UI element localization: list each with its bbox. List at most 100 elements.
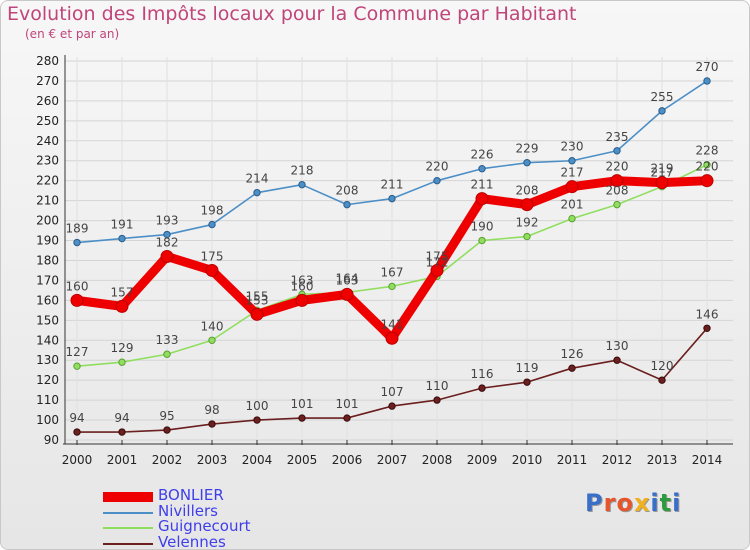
data-point-bonlier[interactable] bbox=[385, 331, 399, 345]
data-point-velennes[interactable] bbox=[388, 402, 396, 410]
data-label-bonlier: 175 bbox=[201, 249, 224, 263]
data-point-velennes[interactable] bbox=[73, 428, 81, 436]
data-point-guignecourt[interactable] bbox=[73, 362, 81, 370]
data-point-nivillers[interactable] bbox=[433, 176, 441, 185]
data-point-guignecourt[interactable] bbox=[568, 214, 576, 223]
data-point-velennes[interactable] bbox=[118, 428, 126, 436]
data-point-guignecourt[interactable] bbox=[388, 282, 396, 291]
data-point-nivillers[interactable] bbox=[253, 188, 261, 197]
x-tick-label: 2000 bbox=[62, 453, 93, 467]
data-label-bonlier: 175 bbox=[426, 249, 449, 263]
data-label-nivillers: 218 bbox=[291, 164, 314, 178]
data-label-bonlier: 163 bbox=[336, 273, 359, 287]
data-point-bonlier[interactable] bbox=[160, 249, 174, 263]
data-point-nivillers[interactable] bbox=[703, 77, 711, 85]
y-tick-label: 200 bbox=[36, 214, 59, 228]
data-point-bonlier[interactable] bbox=[250, 307, 264, 321]
legend-label-bonlier: BONLIER bbox=[158, 486, 224, 504]
data-point-guignecourt[interactable] bbox=[163, 350, 171, 358]
data-point-velennes[interactable] bbox=[343, 414, 351, 422]
data-point-velennes[interactable] bbox=[703, 324, 711, 332]
data-label-bonlier: 141 bbox=[381, 317, 404, 331]
logo-letter: t bbox=[659, 489, 673, 517]
logo-letter: x bbox=[633, 489, 651, 517]
y-tick-label: 160 bbox=[36, 293, 59, 307]
data-labels: 189 191 193 198 214 218 208 211 220 226 229 230 235 2… bbox=[66, 60, 719, 425]
data-point-velennes[interactable] bbox=[208, 420, 216, 428]
data-point-nivillers[interactable] bbox=[73, 238, 81, 247]
data-label-guignecourt: 192 bbox=[516, 216, 539, 230]
data-label-velennes: 98 bbox=[204, 403, 219, 417]
data-point-guignecourt[interactable] bbox=[613, 200, 621, 209]
data-point-velennes[interactable] bbox=[613, 356, 621, 364]
legend-label-guignecourt: Guignecourt bbox=[158, 517, 251, 535]
data-point-velennes[interactable] bbox=[568, 364, 576, 372]
data-point-bonlier[interactable] bbox=[520, 198, 534, 212]
data-label-nivillers: 208 bbox=[336, 184, 359, 198]
chart-title: Evolution des Impôts locaux pour la Comm… bbox=[7, 3, 577, 25]
data-point-nivillers[interactable] bbox=[118, 234, 126, 243]
x-tick-label: 2004 bbox=[242, 453, 273, 467]
data-point-guignecourt[interactable] bbox=[703, 161, 711, 169]
x-tick-label: 2012 bbox=[602, 453, 633, 467]
data-label-nivillers: 270 bbox=[696, 60, 719, 74]
y-tick-label: 140 bbox=[36, 333, 59, 347]
data-label-velennes: 120 bbox=[651, 359, 674, 373]
data-point-velennes[interactable] bbox=[298, 414, 306, 422]
y-tick-label: 210 bbox=[36, 194, 59, 208]
data-point-guignecourt[interactable] bbox=[208, 336, 216, 344]
data-point-velennes[interactable] bbox=[163, 426, 171, 434]
data-point-nivillers[interactable] bbox=[478, 165, 486, 173]
data-point-nivillers[interactable] bbox=[658, 107, 666, 115]
data-point-bonlier[interactable] bbox=[205, 263, 219, 277]
data-point-velennes[interactable] bbox=[523, 378, 531, 386]
data-point-bonlier[interactable] bbox=[610, 174, 624, 188]
data-label-velennes: 146 bbox=[696, 307, 719, 321]
data-label-velennes: 94 bbox=[114, 411, 129, 425]
data-label-bonlier: 220 bbox=[696, 160, 719, 174]
data-point-guignecourt[interactable] bbox=[523, 232, 531, 241]
data-point-nivillers[interactable] bbox=[568, 157, 576, 165]
data-point-bonlier[interactable] bbox=[115, 299, 129, 313]
data-point-velennes[interactable] bbox=[433, 396, 441, 404]
data-point-guignecourt[interactable] bbox=[118, 358, 126, 366]
legend-swatch-nivillers bbox=[103, 512, 153, 514]
data-point-nivillers[interactable] bbox=[523, 159, 531, 167]
data-point-nivillers[interactable] bbox=[613, 147, 621, 155]
data-point-bonlier[interactable] bbox=[475, 192, 489, 206]
data-point-bonlier[interactable] bbox=[700, 174, 714, 188]
data-point-bonlier[interactable] bbox=[295, 293, 309, 307]
y-tick-label: 240 bbox=[36, 134, 59, 148]
data-point-bonlier[interactable] bbox=[565, 180, 579, 194]
data-point-guignecourt[interactable] bbox=[478, 236, 486, 245]
data-label-bonlier: 153 bbox=[246, 293, 269, 307]
data-label-guignecourt: 228 bbox=[696, 144, 719, 158]
data-label-nivillers: 230 bbox=[561, 140, 584, 154]
data-label-nivillers: 226 bbox=[471, 148, 494, 162]
y-tick-label: 130 bbox=[36, 353, 59, 367]
logo-letter: i bbox=[672, 489, 682, 517]
data-label-guignecourt: 167 bbox=[381, 265, 404, 279]
data-point-nivillers[interactable] bbox=[298, 180, 306, 189]
x-tick-label: 2007 bbox=[377, 453, 408, 467]
data-point-velennes[interactable] bbox=[658, 376, 666, 384]
y-tick-label: 120 bbox=[36, 373, 59, 387]
data-point-nivillers[interactable] bbox=[208, 220, 216, 229]
data-point-bonlier[interactable] bbox=[655, 176, 669, 190]
data-label-velennes: 110 bbox=[426, 379, 449, 393]
data-point-nivillers[interactable] bbox=[343, 200, 351, 209]
data-point-nivillers[interactable] bbox=[163, 230, 171, 239]
logo-letter: o bbox=[616, 489, 634, 517]
data-label-velennes: 95 bbox=[159, 409, 174, 423]
data-point-velennes[interactable] bbox=[478, 384, 486, 392]
data-point-nivillers[interactable] bbox=[388, 194, 396, 203]
data-label-velennes: 101 bbox=[336, 397, 359, 411]
data-point-bonlier[interactable] bbox=[70, 293, 84, 307]
data-point-velennes[interactable] bbox=[253, 416, 261, 424]
data-label-nivillers: 214 bbox=[246, 172, 269, 186]
data-label-guignecourt: 163 bbox=[291, 273, 314, 287]
data-point-bonlier[interactable] bbox=[430, 263, 444, 277]
data-point-bonlier[interactable] bbox=[340, 287, 354, 301]
